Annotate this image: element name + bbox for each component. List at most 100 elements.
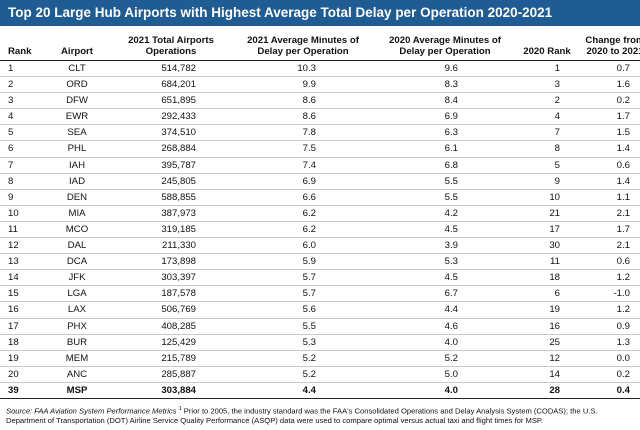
- cell-change: 1.6: [578, 76, 640, 94]
- cell-2020-rank: 12: [516, 350, 578, 367]
- cell-2020-rank: 8: [516, 140, 578, 158]
- cell-2021-delay: 4.4: [232, 382, 374, 399]
- cell-2021-operations: 245,805: [110, 173, 232, 190]
- cell-rank: 4: [0, 108, 44, 126]
- cell-2020-delay: 5.5: [374, 189, 516, 206]
- footnote-marker: 1: [178, 406, 182, 412]
- cell-rank: 16: [0, 301, 44, 319]
- cell-rank: 10: [0, 205, 44, 222]
- cell-change: 1.4: [578, 140, 640, 158]
- table-row: 16 LAX 506,769 5.6 4.4 19 1.2: [0, 301, 640, 319]
- footnote-text: Prior to 2005, the industry standard was…: [6, 406, 598, 426]
- cell-2020-rank: 30: [516, 237, 578, 255]
- cell-2021-delay: 6.2: [232, 205, 374, 222]
- table-title: Top 20 Large Hub Airports with Highest A…: [0, 0, 640, 26]
- cell-airport: LGA: [44, 285, 110, 303]
- cell-change: 1.5: [578, 124, 640, 142]
- cell-change: 0.7: [578, 60, 640, 78]
- cell-2020-delay: 6.8: [374, 157, 516, 174]
- cell-change: -1.0: [578, 285, 640, 303]
- cell-airport: SEA: [44, 124, 110, 142]
- cell-2021-operations: 514,782: [110, 60, 232, 78]
- table-row: 7 IAH 395,787 7.4 6.8 5 0.6: [0, 157, 640, 174]
- cell-2021-operations: 387,973: [110, 205, 232, 222]
- cell-2021-operations: 684,201: [110, 76, 232, 94]
- cell-rank: 12: [0, 237, 44, 255]
- cell-change: 0.0: [578, 350, 640, 367]
- cell-2021-operations: 215,789: [110, 350, 232, 367]
- table-row: 9 DEN 588,855 6.6 5.5 10 1.1: [0, 189, 640, 206]
- cell-airport: JFK: [44, 269, 110, 287]
- cell-2020-rank: 16: [516, 318, 578, 335]
- cell-airport: MCO: [44, 221, 110, 239]
- cell-change: 2.1: [578, 205, 640, 222]
- cell-rank: 8: [0, 173, 44, 190]
- cell-2021-operations: 588,855: [110, 189, 232, 206]
- cell-2021-delay: 8.6: [232, 108, 374, 126]
- cell-airport: IAD: [44, 173, 110, 190]
- cell-2020-delay: 5.3: [374, 253, 516, 271]
- cell-rank: 18: [0, 334, 44, 351]
- cell-2021-delay: 8.6: [232, 92, 374, 110]
- cell-airport: IAH: [44, 157, 110, 174]
- cell-change: 1.7: [578, 108, 640, 126]
- cell-2021-delay: 5.3: [232, 334, 374, 351]
- cell-rank: 15: [0, 285, 44, 303]
- cell-2021-delay: 7.5: [232, 140, 374, 158]
- header-2020-delay: 2020 Average Minutes of Delay per Operat…: [374, 30, 516, 61]
- cell-change: 0.6: [578, 157, 640, 174]
- cell-airport: LAX: [44, 301, 110, 319]
- table-row: 17 PHX 408,285 5.5 4.6 16 0.9: [0, 318, 640, 335]
- header-2021-delay: 2021 Average Minutes of Delay per Operat…: [232, 30, 374, 61]
- table-row: 3 DFW 651,895 8.6 8.4 2 0.2: [0, 92, 640, 110]
- cell-change: 0.6: [578, 253, 640, 271]
- cell-rank: 20: [0, 366, 44, 383]
- cell-2021-operations: 125,429: [110, 334, 232, 351]
- cell-rank: 5: [0, 124, 44, 142]
- cell-airport: ANC: [44, 366, 110, 383]
- cell-rank: 9: [0, 189, 44, 206]
- cell-airport: DFW: [44, 92, 110, 110]
- cell-2021-operations: 319,185: [110, 221, 232, 239]
- cell-change: 2.1: [578, 237, 640, 255]
- cell-2021-operations: 268,884: [110, 140, 232, 158]
- cell-2020-delay: 5.0: [374, 366, 516, 383]
- cell-rank: 39: [0, 382, 44, 399]
- cell-2020-rank: 9: [516, 173, 578, 190]
- header-airport: Airport: [44, 30, 110, 61]
- cell-2021-delay: 5.2: [232, 350, 374, 367]
- cell-2021-delay: 6.0: [232, 237, 374, 255]
- cell-change: 0.4: [578, 382, 640, 399]
- cell-2021-operations: 173,898: [110, 253, 232, 271]
- cell-2021-operations: 292,433: [110, 108, 232, 126]
- cell-2021-delay: 7.8: [232, 124, 374, 142]
- cell-2020-delay: 4.0: [374, 382, 516, 399]
- cell-2021-operations: 506,769: [110, 301, 232, 319]
- header-change: Change from 2020 to 2021: [578, 30, 640, 61]
- table-row: 39 MSP 303,884 4.4 4.0 28 0.4: [0, 382, 640, 399]
- cell-2021-delay: 5.6: [232, 301, 374, 319]
- cell-rank: 7: [0, 157, 44, 174]
- cell-2021-operations: 374,510: [110, 124, 232, 142]
- cell-airport: PHL: [44, 140, 110, 158]
- cell-change: 1.2: [578, 301, 640, 319]
- cell-rank: 13: [0, 253, 44, 271]
- table-row: 2 ORD 684,201 9.9 8.3 3 1.6: [0, 76, 640, 94]
- cell-airport: DCA: [44, 253, 110, 271]
- cell-2020-rank: 11: [516, 253, 578, 271]
- cell-2021-operations: 285,887: [110, 366, 232, 383]
- cell-2020-rank: 28: [516, 382, 578, 399]
- cell-2020-delay: 6.7: [374, 285, 516, 303]
- table-row: 8 IAD 245,805 6.9 5.5 9 1.4: [0, 173, 640, 190]
- cell-2020-delay: 5.2: [374, 350, 516, 367]
- cell-2020-delay: 6.3: [374, 124, 516, 142]
- cell-2021-delay: 5.9: [232, 253, 374, 271]
- cell-2021-operations: 303,397: [110, 269, 232, 287]
- cell-2020-rank: 18: [516, 269, 578, 287]
- header-2021-operations: 2021 Total Airports Operations: [110, 30, 232, 61]
- cell-2020-rank: 7: [516, 124, 578, 142]
- cell-change: 1.3: [578, 334, 640, 351]
- cell-change: 0.9: [578, 318, 640, 335]
- table-row: 13 DCA 173,898 5.9 5.3 11 0.6: [0, 253, 640, 271]
- table-row: 1 CLT 514,782 10.3 9.6 1 0.7: [0, 60, 640, 78]
